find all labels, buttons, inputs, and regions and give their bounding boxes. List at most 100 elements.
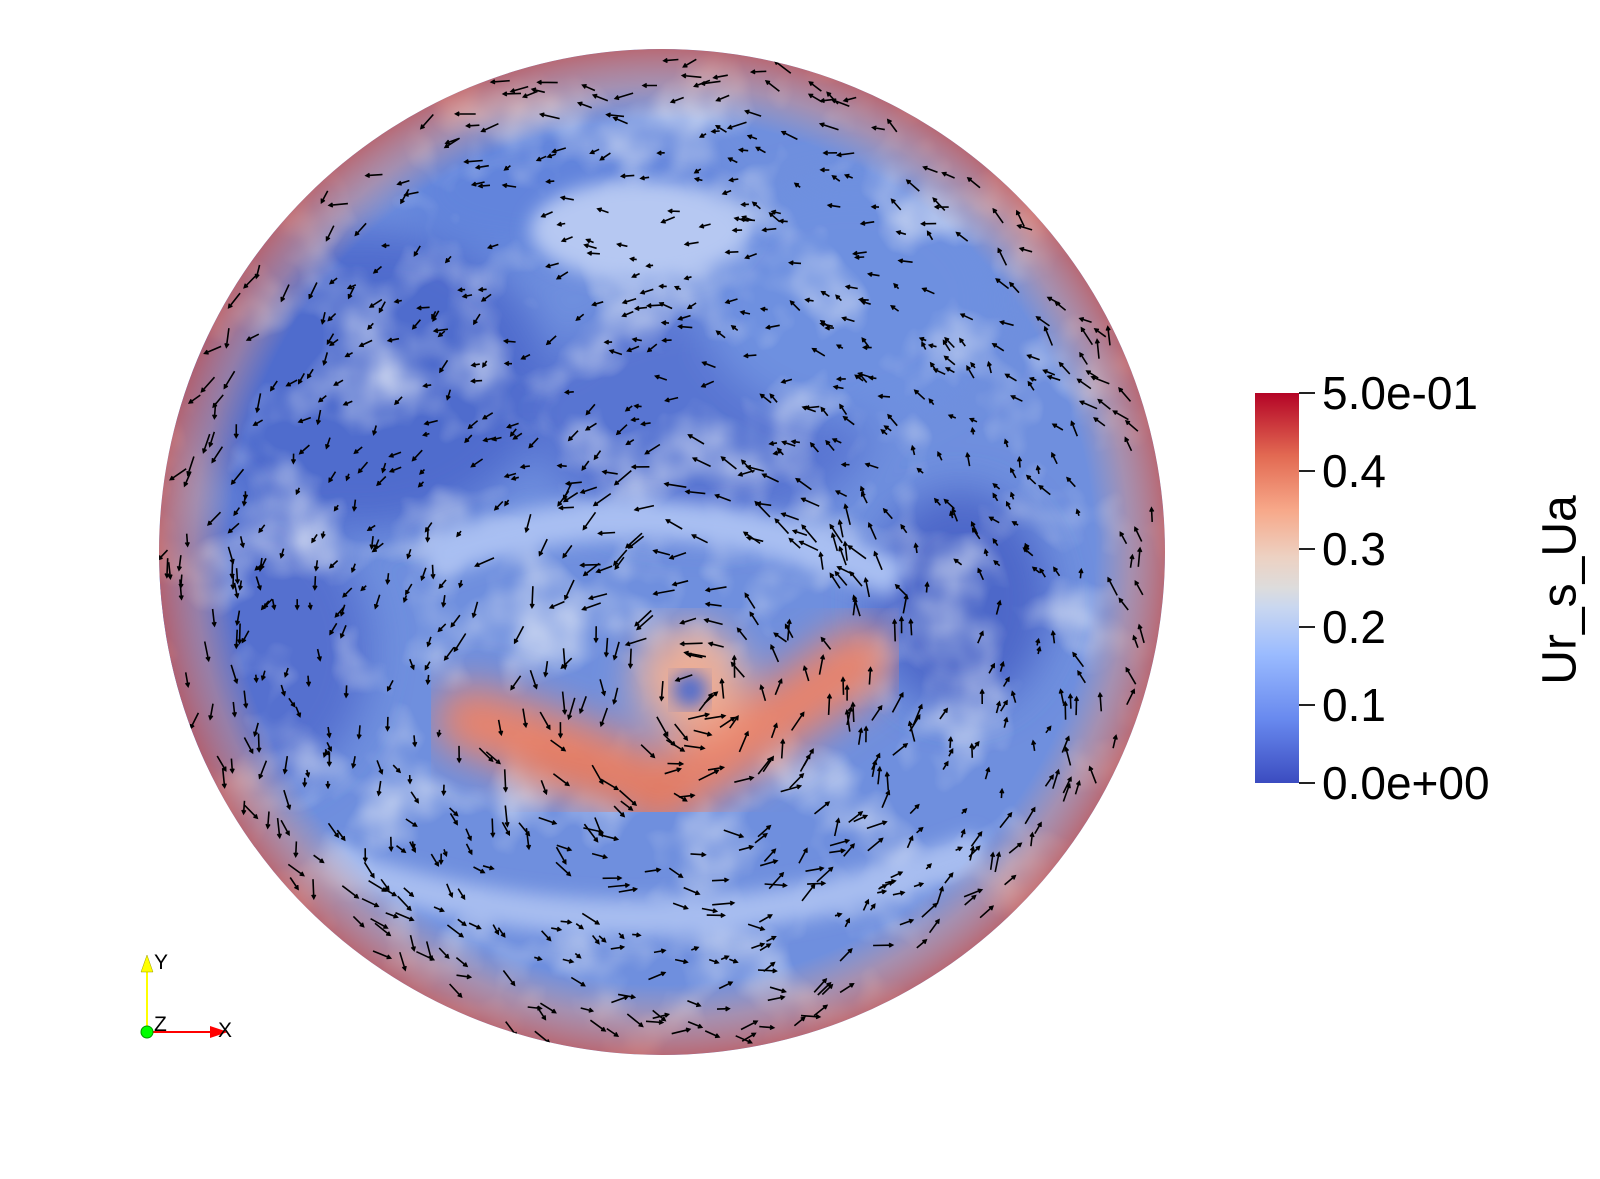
velocity-arrow [843, 503, 851, 525]
triad-y-arrowhead [140, 954, 154, 973]
velocity-arrow [886, 118, 898, 133]
velocity-arrow [426, 636, 432, 648]
velocity-arrow [227, 292, 241, 309]
velocity-arrow [871, 704, 883, 721]
velocity-arrow [808, 81, 822, 92]
velocity-arrow [730, 324, 739, 332]
colorbar-tick-label: 0.4 [1322, 445, 1386, 497]
velocity-arrow [729, 715, 739, 729]
velocity-arrow [474, 164, 489, 170]
velocity-arrow [457, 888, 466, 901]
velocity-arrow [1002, 676, 1010, 687]
velocity-arrow [1053, 566, 1061, 577]
velocity-arrow [302, 777, 308, 788]
velocity-arrow [885, 879, 897, 885]
velocity-arrow [465, 123, 480, 129]
velocity-arrow [933, 497, 942, 506]
velocity-arrow [1051, 423, 1064, 431]
velocity-arrow [557, 722, 564, 739]
velocity-arrow [780, 378, 793, 384]
velocity-arrow [764, 79, 780, 92]
velocity-arrow [453, 633, 467, 653]
velocity-arrow [759, 684, 767, 702]
velocity-arrow [1027, 380, 1035, 391]
velocity-arrow [395, 912, 415, 922]
velocity-arrow [419, 113, 434, 130]
velocity-arrow [297, 416, 312, 424]
velocity-arrow [501, 91, 522, 97]
colorbar-tick [1299, 470, 1315, 472]
velocity-arrow [891, 691, 904, 713]
velocity-arrow [258, 524, 266, 534]
velocity-arrow [585, 403, 596, 416]
velocity-arrow [892, 742, 909, 756]
velocity-arrow [733, 216, 749, 222]
velocity-arrow [497, 927, 506, 938]
velocity-arrow [538, 112, 560, 120]
velocity-arrow [749, 69, 767, 75]
velocity-arrow [1112, 734, 1118, 749]
velocity-arrow [1003, 438, 1009, 448]
velocity-arrow [740, 459, 754, 473]
velocity-arrow [373, 594, 381, 610]
velocity-arrow [687, 712, 711, 720]
velocity-arrow [509, 428, 517, 438]
velocity-arrow [678, 793, 696, 799]
velocity-arrow [738, 730, 749, 753]
velocity-arrow [712, 74, 728, 80]
velocity-arrow [422, 431, 430, 437]
velocity-arrow [557, 490, 570, 507]
velocity-glyphs [159, 57, 1155, 1045]
velocity-arrow [900, 523, 908, 534]
velocity-arrow [721, 189, 732, 196]
velocity-arrow [793, 1016, 806, 1027]
velocity-arrow [619, 173, 635, 179]
velocity-arrow [739, 310, 751, 316]
velocity-arrow [478, 747, 494, 763]
velocity-arrow [754, 832, 768, 844]
velocity-arrow [525, 828, 532, 851]
velocity-arrow [995, 700, 1002, 714]
colorbar-tick-label: 0.2 [1322, 601, 1386, 653]
velocity-arrow [629, 256, 637, 262]
velocity-arrow [970, 831, 983, 847]
velocity-arrow [612, 116, 628, 125]
velocity-arrow [328, 560, 339, 569]
velocity-arrow [339, 624, 347, 639]
velocity-arrow [970, 361, 976, 369]
velocity-arrow [396, 179, 410, 186]
velocity-arrow [861, 337, 870, 348]
velocity-arrow [757, 756, 772, 775]
velocity-arrow [522, 708, 528, 729]
velocity-arrow [963, 888, 984, 898]
velocity-arrow [1125, 666, 1137, 685]
velocity-arrow [740, 201, 749, 208]
velocity-arrow [164, 558, 170, 579]
velocity-arrow [891, 618, 898, 642]
velocity-arrow [847, 545, 867, 560]
velocity-arrow [449, 807, 459, 817]
velocity-arrow [539, 1002, 557, 1014]
velocity-arrow [386, 337, 400, 343]
velocity-arrow [951, 507, 959, 522]
velocity-arrow [927, 343, 937, 349]
velocity-arrow [345, 473, 351, 482]
velocity-arrow [260, 600, 270, 611]
velocity-arrow [255, 576, 262, 591]
velocity-arrow [664, 396, 679, 403]
velocity-arrow [892, 890, 906, 896]
velocity-arrow [244, 804, 259, 820]
velocity-arrow [741, 215, 753, 222]
colorbar-tick-label: 0.3 [1322, 523, 1386, 575]
velocity-arrow [620, 800, 634, 811]
velocity-arrow [551, 926, 563, 932]
velocity-arrow [701, 907, 719, 914]
velocity-arrow [256, 733, 262, 753]
velocity-arrow [863, 576, 871, 598]
velocity-arrow [184, 672, 191, 688]
velocity-arrow [768, 212, 781, 223]
velocity-arrow [852, 596, 858, 616]
velocity-arrow [882, 507, 893, 520]
